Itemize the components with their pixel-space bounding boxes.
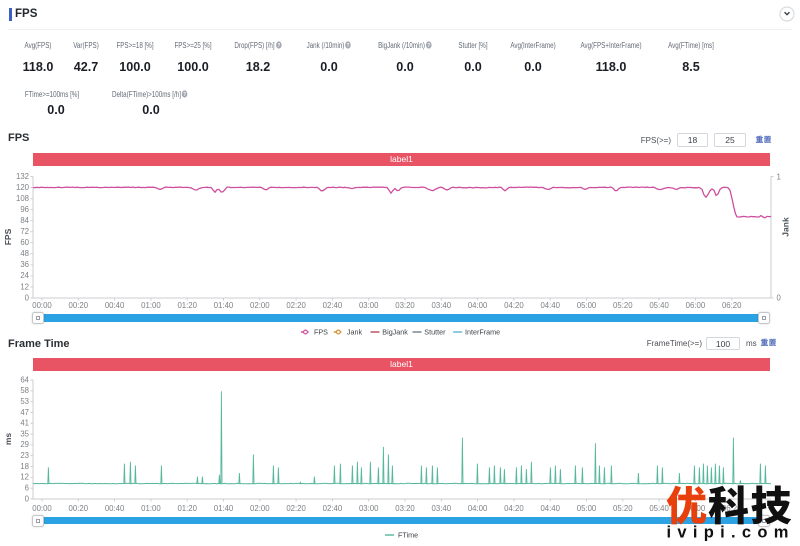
svg-text:05:20: 05:20	[613, 301, 633, 310]
svg-text:04:40: 04:40	[540, 301, 560, 310]
svg-text:120: 120	[16, 183, 30, 192]
svg-text:60: 60	[20, 238, 29, 247]
svg-text:01:40: 01:40	[214, 504, 234, 513]
svg-text:05:00: 05:00	[577, 504, 597, 513]
svg-text:1: 1	[777, 173, 781, 182]
svg-text:58: 58	[20, 386, 29, 395]
svg-text:53: 53	[20, 397, 29, 406]
svg-text:01:00: 01:00	[141, 301, 161, 310]
svg-text:02:20: 02:20	[286, 301, 306, 310]
svg-text:03:20: 03:20	[395, 301, 415, 310]
svg-text:ms: ms	[3, 433, 13, 446]
svg-text:03:00: 03:00	[359, 301, 379, 310]
svg-text:?: ?	[427, 43, 430, 49]
svg-text:29: 29	[20, 440, 29, 449]
svg-text:132: 132	[16, 172, 29, 181]
svg-text:06:20: 06:20	[722, 504, 742, 513]
svg-text:04:20: 04:20	[504, 504, 524, 513]
svg-text:02:00: 02:00	[250, 504, 270, 513]
svg-text:02:20: 02:20	[286, 504, 306, 513]
svg-text:48: 48	[20, 249, 29, 258]
svg-text:0: 0	[25, 494, 30, 503]
svg-text:12: 12	[20, 473, 29, 482]
svg-text:04:20: 04:20	[504, 301, 524, 310]
svg-text:?: ?	[347, 43, 350, 49]
svg-text:47: 47	[20, 408, 29, 417]
svg-text:03:20: 03:20	[395, 504, 415, 513]
svg-text:00:40: 00:40	[105, 301, 125, 310]
svg-text:12: 12	[20, 282, 29, 291]
svg-text:36: 36	[20, 260, 29, 269]
svg-text:04:00: 04:00	[468, 504, 488, 513]
svg-text:64: 64	[20, 375, 29, 384]
svg-text:02:40: 02:40	[323, 301, 343, 310]
svg-text:18: 18	[20, 462, 29, 471]
svg-text:0: 0	[25, 293, 30, 302]
svg-text:04:40: 04:40	[540, 504, 560, 513]
svg-text:84: 84	[20, 216, 29, 225]
svg-text:03:40: 03:40	[432, 301, 452, 310]
svg-text:108: 108	[16, 194, 29, 203]
svg-text:FTime: FTime	[398, 530, 418, 539]
svg-text:41: 41	[20, 419, 29, 428]
svg-text:72: 72	[20, 227, 29, 236]
svg-text:?: ?	[277, 43, 280, 49]
svg-text:24: 24	[20, 271, 29, 280]
svg-text:05:40: 05:40	[649, 504, 669, 513]
svg-text:05:40: 05:40	[649, 301, 669, 310]
svg-text:23: 23	[20, 451, 29, 460]
svg-text:FPS: FPS	[314, 327, 328, 336]
svg-text:Jank: Jank	[781, 217, 791, 237]
svg-text:96: 96	[20, 205, 29, 214]
svg-text:05:20: 05:20	[613, 504, 633, 513]
svg-text:ivipi.com: ivipi.com	[667, 524, 795, 542]
svg-text:Stutter: Stutter	[424, 327, 446, 336]
svg-text:0: 0	[777, 294, 782, 303]
svg-text:06:20: 06:20	[722, 301, 742, 310]
svg-text:?: ?	[184, 92, 187, 98]
svg-text:05:00: 05:00	[577, 301, 597, 310]
svg-text:01:20: 01:20	[177, 301, 197, 310]
svg-text:04:00: 04:00	[468, 301, 488, 310]
svg-text:03:40: 03:40	[432, 504, 452, 513]
svg-text:00:00: 00:00	[32, 504, 52, 513]
svg-text:01:20: 01:20	[177, 504, 197, 513]
svg-text:06:00: 06:00	[686, 301, 706, 310]
svg-text:FPS: FPS	[3, 228, 13, 245]
svg-text:00:00: 00:00	[32, 301, 52, 310]
svg-text:03:00: 03:00	[359, 504, 379, 513]
svg-text:BigJank: BigJank	[382, 327, 408, 336]
svg-text:InterFrame: InterFrame	[465, 327, 500, 336]
svg-text:00:20: 00:20	[69, 504, 89, 513]
svg-text:35: 35	[20, 429, 29, 438]
svg-text:01:00: 01:00	[141, 504, 161, 513]
svg-text:6: 6	[25, 484, 29, 493]
svg-text:00:40: 00:40	[105, 504, 125, 513]
svg-text:Jank: Jank	[347, 327, 363, 336]
svg-text:01:40: 01:40	[214, 301, 234, 310]
svg-text:02:40: 02:40	[323, 504, 343, 513]
svg-text:02:00: 02:00	[250, 301, 270, 310]
svg-text:00:20: 00:20	[69, 301, 89, 310]
